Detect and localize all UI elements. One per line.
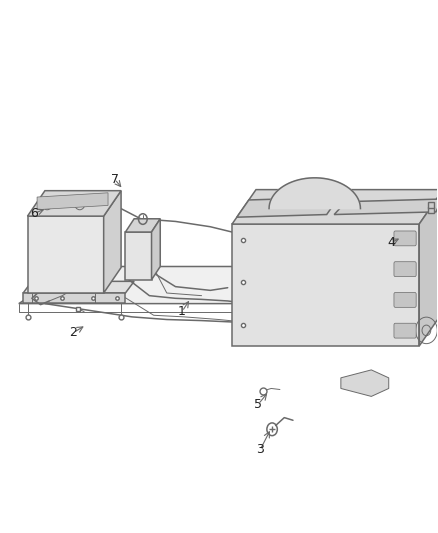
Polygon shape <box>341 370 389 397</box>
Polygon shape <box>37 193 108 209</box>
Polygon shape <box>28 216 104 293</box>
Polygon shape <box>23 281 134 293</box>
Text: 7: 7 <box>110 173 119 185</box>
Text: 5: 5 <box>254 398 262 411</box>
Polygon shape <box>237 197 339 217</box>
Polygon shape <box>125 232 152 280</box>
Polygon shape <box>28 191 121 216</box>
Polygon shape <box>232 190 438 224</box>
Text: 2: 2 <box>69 326 77 340</box>
Polygon shape <box>19 266 271 304</box>
Polygon shape <box>269 178 360 208</box>
FancyBboxPatch shape <box>394 262 416 277</box>
Polygon shape <box>152 219 160 280</box>
Polygon shape <box>334 199 438 215</box>
FancyBboxPatch shape <box>394 293 416 308</box>
Polygon shape <box>125 219 160 232</box>
FancyBboxPatch shape <box>394 323 416 338</box>
Text: 4: 4 <box>387 236 395 249</box>
Text: 3: 3 <box>256 443 264 456</box>
Polygon shape <box>232 224 419 346</box>
Text: 6: 6 <box>30 207 38 220</box>
Polygon shape <box>23 293 125 303</box>
Polygon shape <box>419 190 438 346</box>
FancyBboxPatch shape <box>394 231 416 246</box>
Text: 1: 1 <box>178 305 186 318</box>
Polygon shape <box>104 191 121 293</box>
